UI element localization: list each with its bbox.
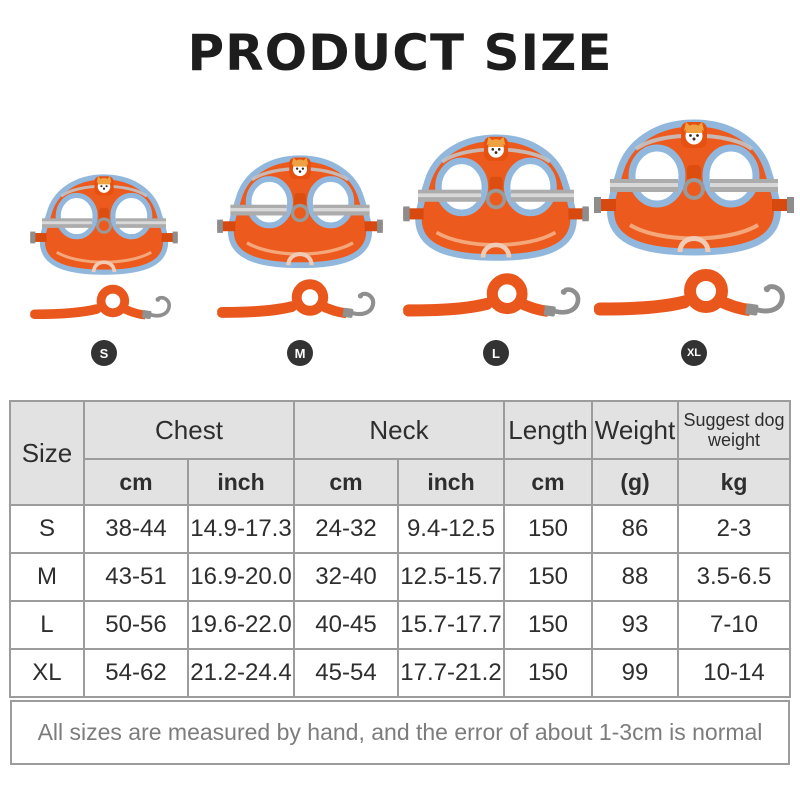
size-badge-l: L [483, 340, 509, 366]
table-cell: 14.9-17.3 [186, 504, 296, 554]
table-cell: 12.5-15.7 [397, 552, 505, 602]
table-row-m: M 43-51 16.9-20.0 32-40 12.5-15.7 150 88… [8, 552, 791, 602]
size-table: Size Chest Neck Length Weight Suggest do… [8, 400, 791, 698]
table-cell: M [8, 552, 85, 602]
harness-image-m [217, 155, 383, 329]
table-cell: 99 [591, 648, 679, 698]
table-row-xl: XL 54-62 21.2-24.4 45-54 17.7-21.2 150 9… [8, 648, 791, 698]
table-cell: 32-40 [293, 552, 399, 602]
table-cell: L [8, 600, 85, 650]
table-cell: 43-51 [82, 552, 189, 602]
table-cell: 50-56 [82, 600, 189, 650]
size-badge-xl: XL [681, 340, 707, 366]
unit-weight-g: (g) [591, 458, 679, 506]
table-cell: 93 [591, 600, 679, 650]
table-cell: XL [8, 648, 85, 698]
unit-suggest-kg: kg [677, 458, 791, 506]
unit-neck-cm: cm [293, 458, 399, 506]
table-cell: 38-44 [82, 504, 189, 554]
table-cell: 24-32 [293, 504, 399, 554]
header-suggest-dog-weight: Suggest dog weight [677, 400, 791, 460]
table-row-l: L 50-56 19.6-22.0 40-45 15.7-17.7 150 93… [8, 600, 791, 650]
table-cell: 86 [591, 504, 679, 554]
product-size-xl: XL [594, 119, 794, 366]
table-cell: 150 [503, 648, 593, 698]
table-cell: 150 [503, 504, 593, 554]
table-cell: 40-45 [293, 600, 399, 650]
product-size-m: M [202, 155, 398, 366]
table-cell: 88 [591, 552, 679, 602]
harness-image-xl [594, 119, 794, 329]
table-cell: 45-54 [293, 648, 399, 698]
table-cell: 17.7-21.2 [397, 648, 505, 698]
product-size-s: S [6, 174, 202, 366]
size-badge-s: S [91, 340, 117, 366]
measurement-note: All sizes are measured by hand, and the … [10, 700, 790, 765]
harness-image-s [30, 174, 178, 329]
header-size: Size [8, 400, 85, 506]
unit-chest-inch: inch [186, 458, 296, 506]
header-neck: Neck [293, 400, 505, 460]
table-cell: 3.5-6.5 [677, 552, 791, 602]
table-cell: 2-3 [677, 504, 791, 554]
table-cell: 15.7-17.7 [397, 600, 505, 650]
header-length: Length [503, 400, 593, 460]
table-cell: 150 [503, 600, 593, 650]
header-weight: Weight [591, 400, 679, 460]
table-cell: 21.2-24.4 [186, 648, 296, 698]
table-cell: 9.4-12.5 [397, 504, 505, 554]
table-cell: 10-14 [677, 648, 791, 698]
header-chest: Chest [82, 400, 296, 460]
table-cell: 7-10 [677, 600, 791, 650]
table-cell: S [8, 504, 85, 554]
header-suggest-dog-weight-label: Suggest dog weight [683, 409, 785, 450]
unit-neck-inch: inch [397, 458, 505, 506]
table-cell: 150 [503, 552, 593, 602]
size-badge-m: M [287, 340, 313, 366]
product-size-l: L [398, 134, 594, 366]
unit-chest-cm: cm [82, 458, 189, 506]
table-cell: 19.6-22.0 [186, 600, 296, 650]
harness-image-l [403, 134, 589, 329]
page-title: PRODUCT SIZE [187, 24, 613, 82]
table-row-s: S 38-44 14.9-17.3 24-32 9.4-12.5 150 86 … [8, 504, 791, 554]
table-cell: 54-62 [82, 648, 189, 698]
table-cell: 16.9-20.0 [186, 552, 296, 602]
unit-length-cm: cm [503, 458, 593, 506]
product-images-row: S M L XL [0, 84, 800, 366]
